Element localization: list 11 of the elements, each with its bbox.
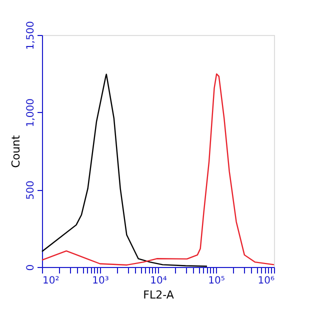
y-tick-label: 0 bbox=[26, 264, 36, 271]
x-tick-label: 10⁶ bbox=[258, 276, 274, 286]
x-tick-label: 10² bbox=[42, 276, 60, 286]
x-tick-label: 10⁴ bbox=[150, 276, 167, 286]
x-axis-title: FL2-A bbox=[143, 288, 174, 302]
y-tick-label: 1,500 bbox=[26, 21, 36, 50]
y-tick-label: 1,000 bbox=[26, 98, 36, 128]
y-tick-label: 500 bbox=[26, 180, 36, 200]
y-axis-title: Count bbox=[10, 134, 22, 168]
x-tick-label: 10⁵ bbox=[208, 276, 225, 286]
x-tick-label: 10³ bbox=[92, 276, 109, 286]
